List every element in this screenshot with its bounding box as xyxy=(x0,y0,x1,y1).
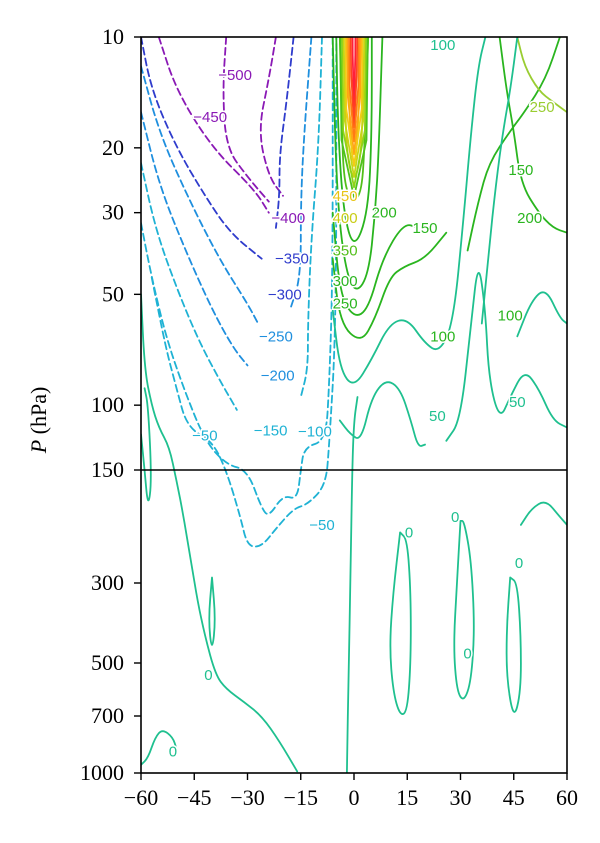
contour-line-300 xyxy=(335,37,373,242)
y-tick-label: 30 xyxy=(102,200,124,225)
contour-line-0 xyxy=(141,387,152,502)
contour-labels: −500−450−400−350−300−250−200−150 −100−50−… xyxy=(167,35,556,762)
contour-line--400 xyxy=(259,37,284,197)
y-tick-label: 500 xyxy=(91,650,124,675)
contour-label: 350 xyxy=(333,243,358,260)
contour-line-150 xyxy=(466,37,561,252)
contour-label: 100 xyxy=(498,307,523,324)
contour-label: 50 xyxy=(509,394,526,411)
contour-label: 400 xyxy=(333,210,358,227)
contour-line--200 xyxy=(141,111,249,367)
contour-line--450 xyxy=(222,37,270,203)
contour-line-250 xyxy=(516,37,567,114)
contour-label: −500 xyxy=(218,67,252,84)
y-tick-label: 700 xyxy=(91,703,124,728)
x-tick-label: −30 xyxy=(230,785,264,810)
x-tick-label: 45 xyxy=(503,785,525,810)
contour-line-0 xyxy=(505,576,522,713)
y-axis-title: P (hPa) xyxy=(26,387,51,455)
contour-line--300 xyxy=(275,37,295,229)
contour-line-100 xyxy=(331,37,487,384)
y-tick-label: 20 xyxy=(102,135,124,160)
contour-line--150 xyxy=(299,37,323,398)
y-tick-label: 10 xyxy=(102,24,124,49)
contour-line-core xyxy=(349,37,359,129)
contour-label: 200 xyxy=(372,205,397,222)
contour-line--350 xyxy=(141,37,263,260)
x-tick-label: 15 xyxy=(396,785,418,810)
contour-label: 0 xyxy=(405,524,413,541)
contour-label: 150 xyxy=(412,220,437,237)
contour-line-200 xyxy=(498,37,567,234)
contour-line--100 xyxy=(141,37,334,515)
contour-line-core xyxy=(339,37,369,198)
contour-line-0 xyxy=(141,730,178,766)
x-tick-label: −60 xyxy=(124,785,158,810)
contour-line-core xyxy=(344,37,364,167)
contour-label: 100 xyxy=(430,328,455,345)
contour-label: −250 xyxy=(259,328,293,345)
contour-line-0 xyxy=(141,293,299,773)
contour-line-core xyxy=(342,37,366,178)
contour-line-core xyxy=(346,37,362,155)
contour-label: −200 xyxy=(261,367,295,384)
contour-line--150 xyxy=(141,162,238,411)
contour-line-0 xyxy=(208,576,216,646)
x-tick-label: −45 xyxy=(177,785,211,810)
contour-line-100 xyxy=(480,37,519,325)
x-tick-label: 60 xyxy=(556,785,578,810)
contour-line--50 xyxy=(150,37,338,548)
contour-label: 0 xyxy=(451,509,459,526)
contour-label: −450 xyxy=(193,109,227,126)
y-tick-label: 50 xyxy=(102,281,124,306)
contour-label: 450 xyxy=(333,188,358,205)
contour-label: 0 xyxy=(515,555,523,572)
contour-line--250 xyxy=(141,65,259,325)
contour-label: −150 xyxy=(254,422,288,439)
contour-lines xyxy=(141,37,567,773)
contour-line-250 xyxy=(331,37,384,290)
contour-label: 0 xyxy=(463,645,471,662)
y-tick-label: 300 xyxy=(91,570,124,595)
contour-label: 50 xyxy=(429,408,446,425)
contour-line-core xyxy=(348,37,360,143)
contour-label: 150 xyxy=(508,162,533,179)
contour-label: −50 xyxy=(309,517,334,534)
contour-line-0 xyxy=(520,501,567,526)
x-tick-label: 0 xyxy=(349,785,360,810)
contour-label: 200 xyxy=(517,210,542,227)
contour-label: 250 xyxy=(530,99,555,116)
contour-line--500 xyxy=(157,37,270,214)
contour-line-50 xyxy=(445,272,567,442)
contour-label: −300 xyxy=(268,286,302,303)
contour-label: 300 xyxy=(333,273,358,290)
contour-label: 0 xyxy=(169,744,177,761)
contour-label: −50 xyxy=(192,428,217,445)
contour-line-core xyxy=(341,37,367,189)
x-tick-label: −15 xyxy=(284,785,318,810)
contour-line--200 xyxy=(289,37,313,311)
contour-line-100 xyxy=(516,291,567,338)
contour-line-0 xyxy=(453,520,475,700)
contour-label: −400 xyxy=(271,210,305,227)
contour-line-150 xyxy=(331,231,448,339)
contour-label: 100 xyxy=(430,37,455,54)
contour-line-50 xyxy=(338,381,426,447)
contour-label: 250 xyxy=(333,296,358,313)
y-tick-label: 1000 xyxy=(80,760,124,785)
contour-line-200 xyxy=(331,211,419,316)
contour-label: −350 xyxy=(275,251,309,268)
x-tick-label: 30 xyxy=(450,785,472,810)
axes: −60 −45 −30 −15 0 15 30 45 601020305010015030050… xyxy=(80,24,578,810)
y-tick-label: 150 xyxy=(91,457,124,482)
contour-line-0 xyxy=(389,531,412,715)
y-tick-label: 100 xyxy=(91,392,124,417)
contour-line-0 xyxy=(346,396,359,773)
contour-label: 0 xyxy=(204,667,212,684)
contour-label: −100 xyxy=(298,424,332,441)
